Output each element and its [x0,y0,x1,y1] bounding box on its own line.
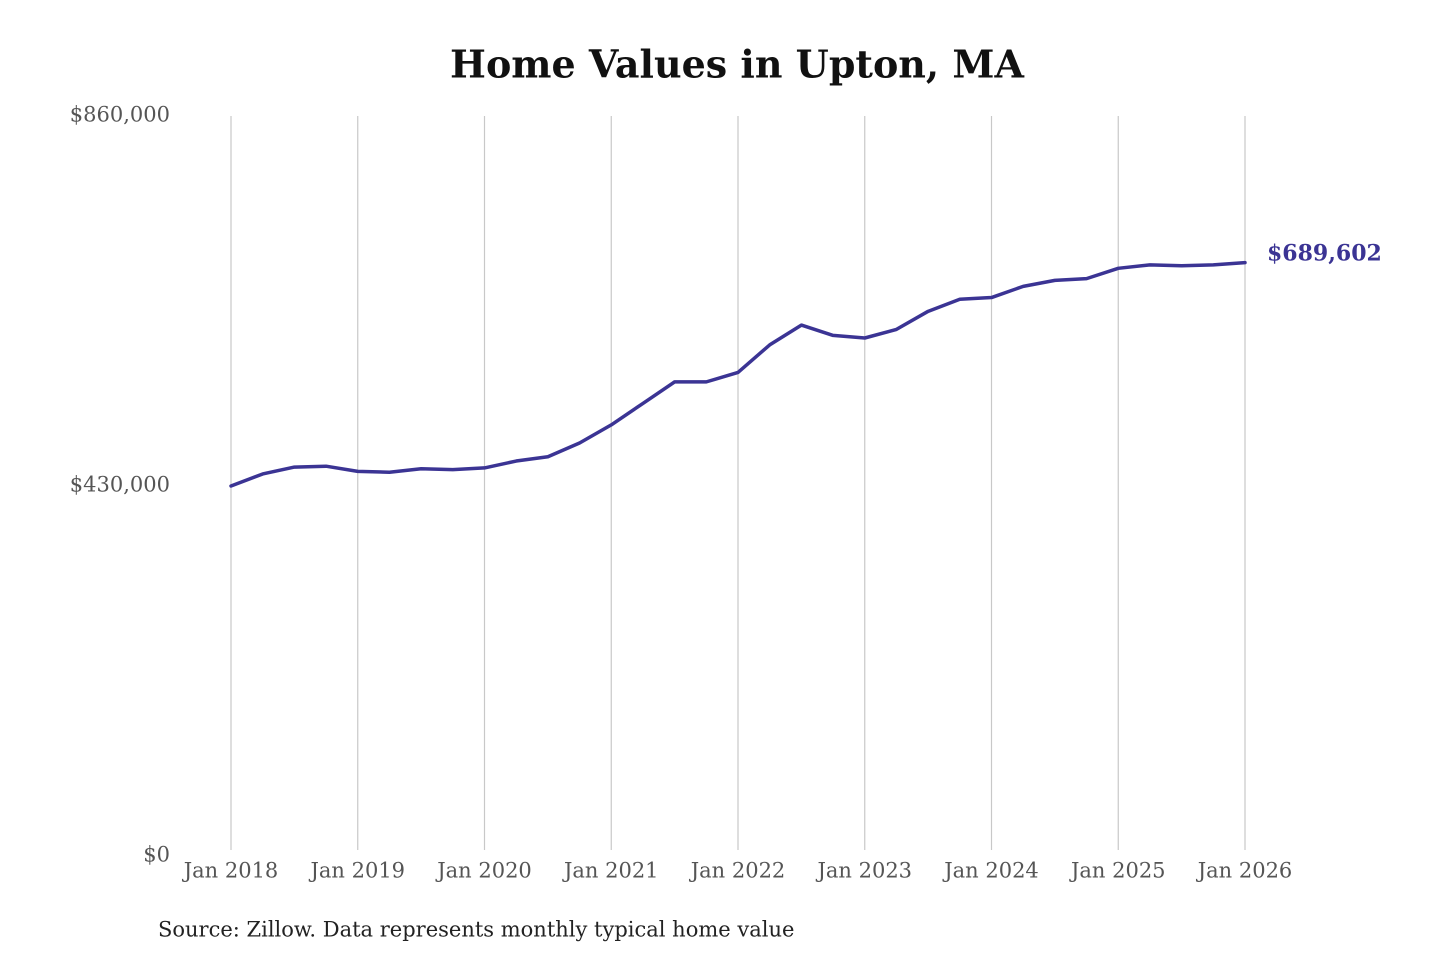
x-tick-label: Jan 2024 [942,859,1039,883]
y-tick-label: $0 [143,843,170,867]
x-tick-label: Jan 2018 [182,859,279,883]
y-tick-label: $860,000 [70,103,170,127]
line [229,260,1247,488]
x-tick-label: Jan 2021 [562,859,659,883]
x-tick-label: Jan 2026 [1196,859,1293,883]
chart-title: Home Values in Upton, MA [450,42,1024,87]
x-tick-label: Jan 2023 [815,859,912,883]
x-tick-label: Jan 2025 [1069,859,1166,883]
x-tick-label: Jan 2022 [689,859,786,883]
x-tick-label: Jan 2019 [308,859,405,883]
value-label: $689,602 [1267,241,1382,267]
source-note: Source: Zillow. Data represents monthly … [158,918,794,942]
x-tick-label: Jan 2020 [435,859,532,883]
y-tick-label: $430,000 [70,473,170,497]
